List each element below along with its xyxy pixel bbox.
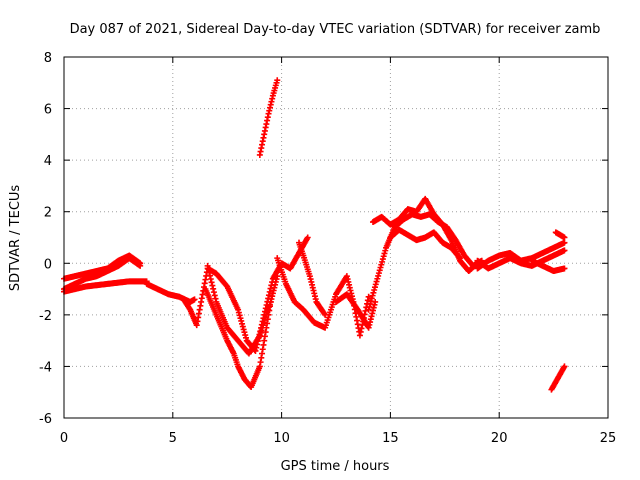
axis-ticks: 0 5 10 15 20 25 -6 -4 -2 0 2 4 6 8: [39, 51, 616, 446]
series-track-l: [365, 211, 485, 313]
y-tick-label: 6: [44, 103, 52, 118]
series-track-c: [61, 278, 150, 295]
data-point: [274, 77, 281, 84]
series-track-k: [333, 291, 379, 331]
chart-title: Day 087 of 2021, Sidereal Day-to-day VTE…: [70, 22, 601, 37]
y-tick-label: 4: [44, 154, 52, 169]
x-tick-label: 15: [382, 431, 399, 446]
data-point: [561, 234, 568, 241]
y-axis-label: SDTVAR / TECUs: [8, 185, 23, 292]
data-point: [322, 311, 329, 318]
data-point: [561, 247, 568, 254]
x-tick-label: 25: [600, 431, 617, 446]
series-track-h: [256, 77, 281, 158]
data-point: [457, 255, 464, 262]
data-point: [561, 265, 568, 272]
series-track-d: [143, 280, 198, 305]
data-point: [561, 363, 568, 370]
plot-frame: [63, 56, 609, 419]
series-track-m: [369, 195, 481, 275]
series-track-j: [296, 239, 329, 318]
series-track-g: [204, 262, 281, 357]
x-axis-label: GPS time / hours: [281, 459, 390, 474]
series-track-o: [474, 239, 568, 272]
x-tick-label: 20: [491, 431, 508, 446]
data-point: [274, 273, 281, 280]
x-tick-label: 10: [273, 431, 290, 446]
grid-lines: [64, 57, 608, 418]
y-tick-label: -2: [39, 309, 52, 324]
y-tick-label: 8: [44, 51, 52, 66]
data-points: [61, 77, 568, 393]
data-point: [137, 260, 144, 267]
series-track-b: [61, 252, 144, 282]
x-tick-label: 0: [60, 431, 68, 446]
series-track-s: [548, 363, 568, 393]
series-track-e: [180, 234, 311, 354]
series-track-r: [552, 229, 568, 241]
data-point: [304, 234, 311, 241]
y-tick-label: 2: [44, 206, 52, 221]
y-tick-label: -4: [39, 360, 52, 375]
series-track-f: [202, 286, 274, 391]
x-tick-label: 5: [169, 431, 177, 446]
data-point: [191, 296, 198, 303]
series-track-n: [387, 226, 464, 262]
data-point: [561, 239, 568, 246]
data-point: [365, 293, 372, 300]
y-tick-label: -6: [39, 412, 52, 427]
series-track-q: [528, 257, 568, 275]
series-track-i: [274, 255, 372, 339]
y-tick-label: 0: [44, 257, 52, 272]
